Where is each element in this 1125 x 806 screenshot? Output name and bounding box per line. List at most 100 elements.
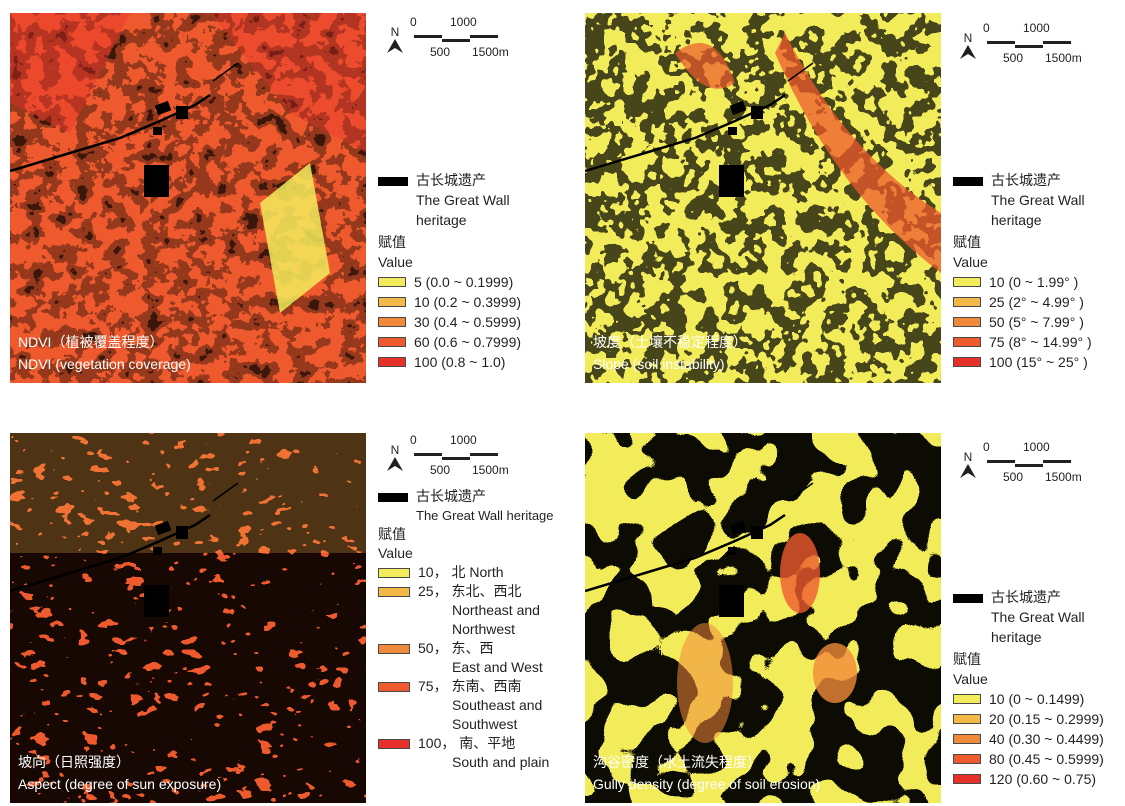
scale-label: 500 [1003, 51, 1024, 65]
heritage-en: heritage [991, 629, 1042, 645]
value-title-en: Value [953, 671, 988, 687]
legend-label: 75 (8° ~ 14.99° ) [989, 334, 1092, 350]
north-label: N [963, 450, 973, 464]
legend-label: 10 (0 ~ 1.99° ) [989, 274, 1079, 290]
legend-item: 80 (0.45 ~ 0.5999) [953, 749, 1123, 769]
legend-item: 75 (8° ~ 14.99° ) [953, 332, 1123, 352]
legend-item: 75， 东南、西南 [378, 677, 578, 696]
north-arrow-icon [387, 39, 403, 53]
scale-label: 0 [410, 15, 417, 29]
scale-segment [470, 35, 498, 38]
heritage-legend-item: 古长城遗产 [953, 170, 1123, 190]
legend-ndvi: 古长城遗产 The Great Wall heritage 赋值 Value 5… [378, 170, 568, 372]
legend-swatch [953, 774, 981, 784]
scale-segment [987, 41, 1015, 44]
scale-label: 1500m [472, 45, 509, 59]
legend-value: 100， [418, 735, 456, 751]
caption-zh: NDVI（植被覆盖程度） [18, 334, 164, 350]
legend-swatch [953, 317, 981, 327]
scale-label: 1500m [1045, 51, 1082, 65]
scale-bar-slope: N 0 1000 500 1500m [957, 21, 1107, 71]
scale-label: 1000 [1023, 440, 1050, 454]
legend-item: 50 (5° ~ 7.99° ) [953, 312, 1123, 332]
heritage-en: The Great Wall [991, 192, 1085, 208]
legend-swatch [378, 317, 406, 327]
heritage-zh: 古长城遗产 [416, 488, 486, 504]
caption-en: Gully density (degree of soil erosion) [593, 776, 821, 792]
legend-swatch [378, 337, 406, 347]
legend-swatch [953, 714, 981, 724]
legend-item: 10 (0 ~ 0.1499) [953, 689, 1123, 709]
legend-item: 100 (15° ~ 25° ) [953, 352, 1123, 372]
legend-label: 80 (0.45 ~ 0.5999) [989, 751, 1104, 767]
ndvi-raster [10, 13, 366, 383]
legend-label-en: Northwest [452, 621, 516, 637]
legend-label: 120 (0.60 ~ 0.75) [989, 771, 1097, 787]
map-ndvi: NDVI（植被覆盖程度） NDVI (vegetation coverage) [10, 13, 366, 383]
legend-label-zh: 东北、西北 [451, 583, 522, 599]
heritage-zh: 古长城遗产 [991, 172, 1061, 188]
legend-label: 50 (5° ~ 7.99° ) [989, 314, 1084, 330]
value-title-en: Value [378, 545, 413, 561]
legend-item: 10 (0 ~ 1.99° ) [953, 272, 1123, 292]
legend-swatch [378, 568, 410, 578]
legend-label: 5 (0.0 ~ 0.1999) [414, 274, 514, 290]
caption-en: NDVI (vegetation coverage) [18, 356, 191, 372]
legend-label: 10 (0.2 ~ 0.3999) [414, 294, 522, 310]
value-title-en: Value [378, 254, 413, 270]
great-wall-line [10, 62, 239, 197]
value-title-zh: 赋值 [378, 234, 406, 250]
legend-label-zh: 南、平地 [459, 735, 516, 751]
legend-item: 25， 东北、西北 [378, 582, 578, 601]
north-arrow-icon [960, 464, 976, 478]
heritage-legend-item: 古长城遗产 [378, 487, 578, 506]
scale-segment [414, 453, 442, 456]
legend-value: 10， [418, 564, 448, 580]
legend-item: 60 (0.6 ~ 0.7999) [378, 332, 568, 352]
legend-value: 75， [418, 678, 448, 694]
scale-segment [470, 453, 498, 456]
heritage-en: heritage [416, 212, 467, 228]
legend-item: 100 (0.8 ~ 1.0) [378, 352, 568, 372]
legend-label: 10 (0 ~ 0.1499) [989, 691, 1085, 707]
north-label: N [390, 443, 400, 457]
legend-label-en: East and West [452, 659, 543, 675]
legend-gully: 古长城遗产 The Great Wall heritage 赋值 Value 1… [953, 587, 1123, 789]
legend-item: 50， 东、西 [378, 639, 578, 658]
aspect-raster [10, 433, 366, 803]
legend-label: 20 (0.15 ~ 0.2999) [989, 711, 1104, 727]
heritage-en: The Great Wall [416, 192, 510, 208]
heritage-en: The Great Wall heritage [416, 508, 554, 523]
heritage-en: The Great Wall [991, 609, 1085, 625]
scale-label: 1500m [472, 463, 509, 477]
legend-item: 120 (0.60 ~ 0.75) [953, 769, 1123, 789]
legend-label-en: Southwest [452, 716, 518, 732]
map-aspect: 坡向（日照强度） Aspect (degree of sun exposure) [10, 433, 366, 803]
scale-label: 500 [430, 463, 451, 477]
scale-label: 1000 [450, 15, 477, 29]
legend-swatch [953, 277, 981, 287]
legend-label: 60 (0.6 ~ 0.7999) [414, 334, 522, 350]
caption-en: Aspect (degree of sun exposure) [18, 776, 222, 792]
map-gully: 沟谷密度（水土流失程度） Gully density (degree of so… [585, 433, 941, 803]
scale-segment [987, 460, 1015, 463]
legend-item: 20 (0.15 ~ 0.2999) [953, 709, 1123, 729]
legend-swatch [378, 277, 406, 287]
scale-bar-ndvi: N 0 1000 500 1500m [384, 15, 534, 65]
legend-item: 100， 南、平地 [378, 734, 578, 753]
scale-segment [442, 39, 470, 42]
legend-label: 100 (0.8 ~ 1.0) [414, 354, 506, 370]
legend-label-zh: 东南、西南 [451, 678, 522, 694]
map-caption: 沟谷密度（水土流失程度） Gully density (degree of so… [593, 751, 820, 795]
legend-item: 10， 北 North [378, 563, 578, 582]
scale-segment [414, 35, 442, 38]
legend-item: 40 (0.30 ~ 0.4499) [953, 729, 1123, 749]
legend-swatch [378, 739, 410, 749]
scale-segment [1015, 45, 1043, 48]
great-wall-line [585, 482, 814, 617]
legend-slope: 古长城遗产 The Great Wall heritage 赋值 Value 1… [953, 170, 1123, 372]
legend-value: 50， [418, 640, 448, 656]
scale-bar-gully: N 0 1000 500 1500m [957, 440, 1107, 490]
legend-swatch [378, 297, 406, 307]
scale-label: 0 [983, 21, 990, 35]
